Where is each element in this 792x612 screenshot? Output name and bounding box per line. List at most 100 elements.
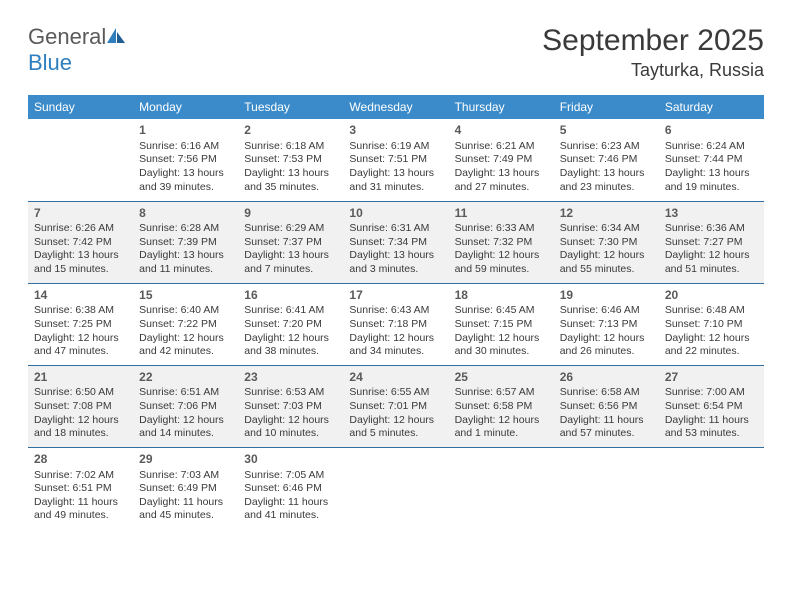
day-number: 19 [560,288,653,304]
daylight2-text: and 49 minutes. [34,509,127,523]
day-number: 11 [455,206,548,222]
sunset-text: Sunset: 7:22 PM [139,318,232,332]
day-header: Friday [554,95,659,119]
daylight2-text: and 1 minute. [455,427,548,441]
daylight1-text: Daylight: 12 hours [455,249,548,263]
daylight1-text: Daylight: 12 hours [665,332,758,346]
day-number: 3 [349,123,442,139]
sunrise-text: Sunrise: 7:03 AM [139,469,232,483]
sunrise-text: Sunrise: 6:57 AM [455,386,548,400]
calendar-cell-empty [449,447,554,529]
month-title: September 2025 [542,24,764,58]
sunset-text: Sunset: 7:15 PM [455,318,548,332]
day-number: 30 [244,452,337,468]
sunrise-text: Sunrise: 6:48 AM [665,304,758,318]
day-number: 21 [34,370,127,386]
daylight1-text: Daylight: 12 hours [349,332,442,346]
calendar-cell: 26Sunrise: 6:58 AMSunset: 6:56 PMDayligh… [554,365,659,447]
day-number: 18 [455,288,548,304]
daylight2-text: and 19 minutes. [665,181,758,195]
calendar-cell: 20Sunrise: 6:48 AMSunset: 7:10 PMDayligh… [659,283,764,365]
calendar-cell-empty [554,447,659,529]
calendar-cell-empty [659,447,764,529]
sunset-text: Sunset: 7:34 PM [349,236,442,250]
daylight1-text: Daylight: 13 hours [665,167,758,181]
daylight1-text: Daylight: 13 hours [455,167,548,181]
daylight2-text: and 27 minutes. [455,181,548,195]
sunrise-text: Sunrise: 6:45 AM [455,304,548,318]
daylight1-text: Daylight: 11 hours [139,496,232,510]
calendar-cell: 3Sunrise: 6:19 AMSunset: 7:51 PMDaylight… [343,119,448,201]
daylight2-text: and 7 minutes. [244,263,337,277]
daylight1-text: Daylight: 12 hours [139,414,232,428]
daylight2-text: and 15 minutes. [34,263,127,277]
title-block: September 2025 Tayturka, Russia [542,24,764,81]
calendar-cell: 23Sunrise: 6:53 AMSunset: 7:03 PMDayligh… [238,365,343,447]
sunset-text: Sunset: 7:53 PM [244,153,337,167]
day-number: 10 [349,206,442,222]
daylight2-text: and 53 minutes. [665,427,758,441]
sunset-text: Sunset: 7:51 PM [349,153,442,167]
daylight1-text: Daylight: 13 hours [560,167,653,181]
day-header: Wednesday [343,95,448,119]
brand-sail-icon [106,24,126,42]
sunrise-text: Sunrise: 6:38 AM [34,304,127,318]
sunset-text: Sunset: 7:13 PM [560,318,653,332]
sunset-text: Sunset: 7:30 PM [560,236,653,250]
sunset-text: Sunset: 7:03 PM [244,400,337,414]
day-number: 17 [349,288,442,304]
sunset-text: Sunset: 7:20 PM [244,318,337,332]
calendar-cell: 12Sunrise: 6:34 AMSunset: 7:30 PMDayligh… [554,201,659,283]
sunrise-text: Sunrise: 6:26 AM [34,222,127,236]
day-header: Saturday [659,95,764,119]
calendar-table: SundayMondayTuesdayWednesdayThursdayFrid… [28,95,764,529]
calendar-cell: 5Sunrise: 6:23 AMSunset: 7:46 PMDaylight… [554,119,659,201]
daylight1-text: Daylight: 12 hours [349,414,442,428]
sunset-text: Sunset: 7:56 PM [139,153,232,167]
calendar-cell: 2Sunrise: 6:18 AMSunset: 7:53 PMDaylight… [238,119,343,201]
sunrise-text: Sunrise: 6:53 AM [244,386,337,400]
daylight2-text: and 51 minutes. [665,263,758,277]
calendar-cell-empty [343,447,448,529]
sunrise-text: Sunrise: 6:33 AM [455,222,548,236]
sunrise-text: Sunrise: 6:34 AM [560,222,653,236]
calendar-cell: 11Sunrise: 6:33 AMSunset: 7:32 PMDayligh… [449,201,554,283]
calendar-cell: 21Sunrise: 6:50 AMSunset: 7:08 PMDayligh… [28,365,133,447]
sunset-text: Sunset: 7:37 PM [244,236,337,250]
sunrise-text: Sunrise: 6:36 AM [665,222,758,236]
sunset-text: Sunset: 7:44 PM [665,153,758,167]
sunrise-text: Sunrise: 6:16 AM [139,140,232,154]
day-number: 27 [665,370,758,386]
sunrise-text: Sunrise: 6:41 AM [244,304,337,318]
day-header: Thursday [449,95,554,119]
calendar-cell: 24Sunrise: 6:55 AMSunset: 7:01 PMDayligh… [343,365,448,447]
sunset-text: Sunset: 7:08 PM [34,400,127,414]
daylight1-text: Daylight: 13 hours [244,167,337,181]
daylight2-text: and 30 minutes. [455,345,548,359]
sunrise-text: Sunrise: 6:28 AM [139,222,232,236]
day-header: Sunday [28,95,133,119]
day-number: 20 [665,288,758,304]
daylight2-text: and 35 minutes. [244,181,337,195]
calendar-week: 7Sunrise: 6:26 AMSunset: 7:42 PMDaylight… [28,201,764,283]
calendar-cell: 4Sunrise: 6:21 AMSunset: 7:49 PMDaylight… [449,119,554,201]
day-number: 23 [244,370,337,386]
daylight1-text: Daylight: 12 hours [34,414,127,428]
day-number: 1 [139,123,232,139]
calendar-header-row: SundayMondayTuesdayWednesdayThursdayFrid… [28,95,764,119]
daylight1-text: Daylight: 11 hours [560,414,653,428]
day-number: 14 [34,288,127,304]
daylight2-text: and 31 minutes. [349,181,442,195]
day-number: 15 [139,288,232,304]
header: General Blue September 2025 Tayturka, Ru… [28,24,764,81]
daylight1-text: Daylight: 11 hours [665,414,758,428]
calendar-cell: 13Sunrise: 6:36 AMSunset: 7:27 PMDayligh… [659,201,764,283]
calendar-week: 14Sunrise: 6:38 AMSunset: 7:25 PMDayligh… [28,283,764,365]
daylight1-text: Daylight: 13 hours [139,249,232,263]
daylight2-text: and 5 minutes. [349,427,442,441]
sunset-text: Sunset: 6:46 PM [244,482,337,496]
daylight2-text: and 22 minutes. [665,345,758,359]
daylight2-text: and 14 minutes. [139,427,232,441]
daylight1-text: Daylight: 12 hours [139,332,232,346]
daylight1-text: Daylight: 12 hours [34,332,127,346]
